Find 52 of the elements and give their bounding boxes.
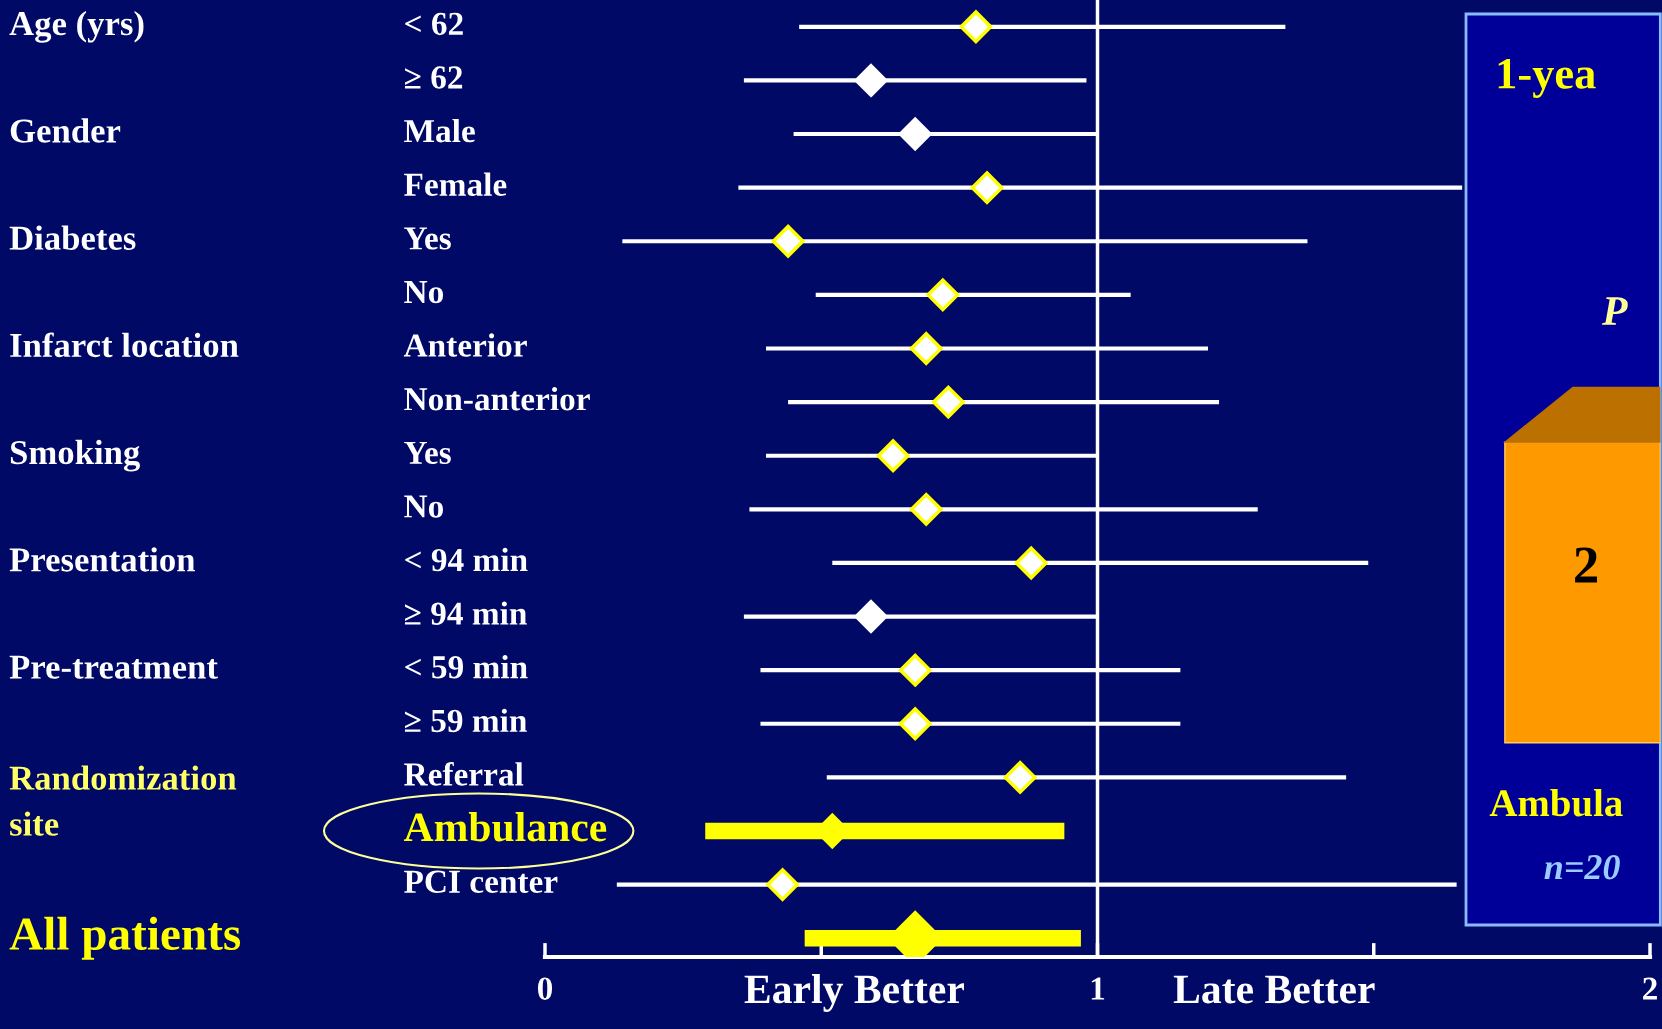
point: [898, 653, 932, 687]
point: [926, 278, 960, 312]
y-tick-label: ≥ 62: [404, 66, 463, 89]
y-tick-label: Anterior: [403, 333, 527, 357]
point: [909, 332, 943, 365]
point: [898, 117, 932, 151]
y-tick-label: ≥ 94 min: [404, 601, 527, 625]
x-tick-label: 0: [537, 977, 553, 1000]
point: [854, 600, 888, 634]
text: Smoking: [10, 439, 140, 472]
y-tick-label: < 59 min: [405, 655, 528, 679]
point: [1003, 760, 1037, 794]
text: Age (yrs): [9, 10, 144, 43]
text: Randomization site: [9, 765, 237, 836]
point: [771, 224, 805, 258]
y-tick-label: < 94 min: [405, 547, 528, 572]
text: Early Better: [744, 974, 964, 1012]
annotation: n=20: [1544, 855, 1620, 880]
text: Pre-treatment: [9, 655, 218, 679]
point: [876, 439, 910, 473]
point: [931, 385, 965, 419]
x-tick-label: 2: [1643, 977, 1657, 1000]
y-tick-label: ≥ 59 min: [404, 708, 527, 733]
y-tick-label: Yes: [404, 441, 451, 465]
text: Late Better: [1173, 975, 1375, 1004]
point: [854, 63, 888, 97]
text: Infarct location: [10, 332, 239, 358]
y-tick-label: No: [404, 281, 444, 304]
annotation: 2: [1575, 547, 1598, 583]
y-tick-label: PCI center: [404, 870, 558, 893]
annotation: P: [1602, 297, 1628, 325]
text: Presentation: [9, 547, 196, 572]
y-tick-label: Referral: [404, 761, 524, 786]
point: [959, 10, 993, 44]
y-tick-label: Yes: [404, 227, 451, 250]
y-tick-label: Female: [404, 172, 507, 196]
point: [898, 707, 932, 741]
point: [766, 868, 800, 902]
x-tick-label: 1: [1091, 977, 1105, 1000]
annotation: Ambula: [1489, 788, 1623, 817]
y-tick-label: Non-anterior: [404, 386, 590, 411]
point: [970, 171, 1004, 205]
text: Diabetes: [9, 225, 136, 250]
y-tick-label: < 62: [405, 12, 463, 36]
point: [1014, 546, 1048, 580]
annotation: 1-yea: [1498, 58, 1596, 98]
y-tick-label: Male: [404, 118, 475, 143]
text: All patients: [9, 916, 241, 960]
point: [909, 492, 943, 526]
y-tick-label: Ambulance: [403, 812, 607, 842]
text: Gender: [10, 118, 121, 143]
y-tick-label: No: [404, 495, 444, 518]
